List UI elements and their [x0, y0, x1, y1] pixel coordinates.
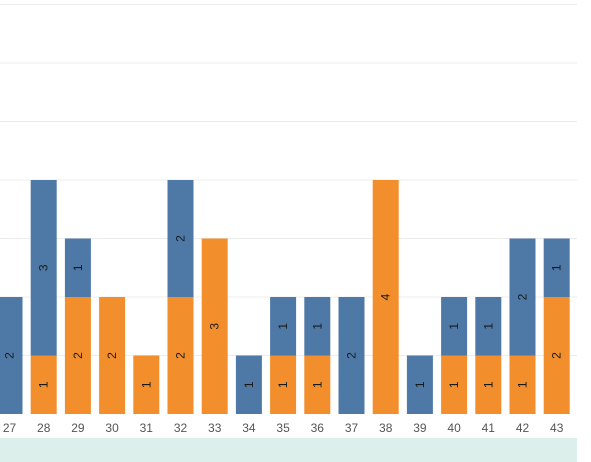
bars: [0, 180, 570, 414]
segment-value-label: 1: [310, 323, 324, 330]
bar-segment: [0, 297, 23, 414]
segment-value-label: 1: [447, 323, 461, 330]
x-tick-label: 27: [3, 421, 17, 435]
segment-labels: 2 1 3 2 1 2 1 2 2 3 1 1 1 1 1 2 4 1 1 1 1 1 1 2 2 1: [3, 235, 564, 388]
segment-value-label: 1: [481, 323, 495, 330]
x-tick-label: 33: [208, 421, 222, 435]
x-tick-label: 31: [140, 421, 154, 435]
x-tick-label: 28: [37, 421, 51, 435]
bar-segment: [406, 355, 433, 414]
segment-value-label: 1: [276, 381, 290, 388]
segment-value-label: 1: [447, 381, 461, 388]
x-tick-label: 42: [516, 421, 530, 435]
segment-value-label: 2: [345, 352, 359, 359]
x-axis-ticks: 27 28 29 30 31 32 33 34 35 36 37 38 39 40 41 42 43: [3, 421, 564, 435]
bar-segment: [270, 355, 297, 414]
bar-segment: [167, 297, 194, 414]
bar-segment: [372, 180, 399, 414]
bar-segment: [30, 180, 57, 356]
x-tick-label: 30: [105, 421, 119, 435]
bar-segment: [99, 297, 126, 414]
x-tick-label: 40: [447, 421, 461, 435]
x-tick-label: 43: [550, 421, 564, 435]
x-tick-label: 29: [71, 421, 85, 435]
bar-segment: [475, 297, 502, 356]
segment-value-label: 1: [276, 323, 290, 330]
bar-segment: [441, 355, 468, 414]
segment-value-label: 1: [37, 381, 51, 388]
x-tick-label: 38: [379, 421, 393, 435]
bar-segment: [270, 297, 297, 356]
bar-segment: [201, 238, 228, 414]
segment-value-label: 1: [550, 264, 564, 271]
segment-value-label: 4: [379, 293, 393, 300]
x-tick-label: 39: [413, 421, 427, 435]
x-tick-label: 41: [482, 421, 496, 435]
segment-value-label: 1: [71, 264, 85, 271]
x-tick-label: 34: [242, 421, 256, 435]
bar-segment: [235, 355, 262, 414]
bar-segment: [64, 297, 91, 414]
bar-segment: [304, 297, 331, 356]
x-tick-label: 32: [174, 421, 188, 435]
segment-value-label: 1: [310, 381, 324, 388]
segment-value-label: 2: [3, 352, 17, 359]
bar-segment: [543, 238, 570, 297]
bar-segment: [338, 297, 365, 414]
segment-value-label: 3: [37, 264, 51, 271]
bar-segment: [30, 355, 57, 414]
footer-band: [0, 438, 577, 462]
segment-value-label: 2: [516, 293, 530, 300]
bar-segment: [441, 297, 468, 356]
bar-segment: [509, 238, 536, 356]
bar-segment: [475, 355, 502, 414]
segment-value-label: 1: [481, 381, 495, 388]
segment-value-label: 2: [174, 352, 188, 359]
segment-value-label: 1: [139, 381, 153, 388]
gridlines: [0, 4, 577, 356]
x-tick-label: 36: [311, 421, 325, 435]
segment-value-label: 2: [174, 235, 188, 242]
bar-segment: [167, 180, 194, 297]
segment-value-label: 1: [242, 381, 256, 388]
x-tick-label: 37: [345, 421, 359, 435]
segment-value-label: 1: [516, 381, 530, 388]
bar-segment: [543, 297, 570, 414]
segment-value-label: 2: [550, 352, 564, 359]
segment-value-label: 1: [413, 381, 427, 388]
segment-value-label: 2: [105, 352, 119, 359]
segment-value-label: 3: [208, 323, 222, 330]
bar-segment: [304, 355, 331, 414]
bar-segment: [133, 355, 160, 414]
bar-segment: [64, 238, 91, 297]
x-tick-label: 35: [276, 421, 290, 435]
segment-value-label: 2: [71, 352, 85, 359]
bar-segment: [509, 355, 536, 414]
